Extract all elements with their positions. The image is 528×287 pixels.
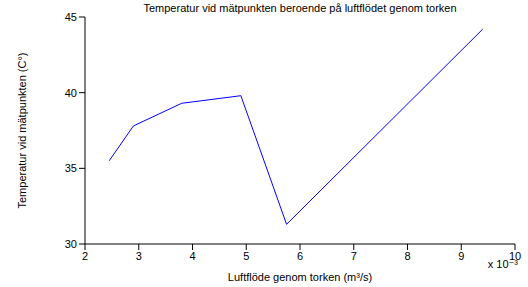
svg-text:Luftflöde genom torken (m³/s): Luftflöde genom torken (m³/s) xyxy=(228,271,372,283)
svg-text:Temperatur vid mätpunkten (C°): Temperatur vid mätpunkten (C°) xyxy=(16,52,28,208)
svg-text:2: 2 xyxy=(82,250,88,262)
html-text:x 10⁻³: x 10⁻³ xyxy=(487,258,518,270)
svg-text:7: 7 xyxy=(351,250,357,262)
svg-text:30: 30 xyxy=(65,238,77,250)
svg-text:45: 45 xyxy=(65,11,77,23)
svg-text:5: 5 xyxy=(243,250,249,262)
svg-text:3: 3 xyxy=(136,250,142,262)
svg-text:6: 6 xyxy=(297,250,303,262)
html-text:Temperatur vid mätpunkten bero: Temperatur vid mätpunkten beroende på lu… xyxy=(143,2,457,14)
svg-text:8: 8 xyxy=(404,250,410,262)
svg-text:4: 4 xyxy=(189,250,195,262)
svg-text:35: 35 xyxy=(65,162,77,174)
svg-text:9: 9 xyxy=(458,250,464,262)
svg-text:40: 40 xyxy=(65,87,77,99)
